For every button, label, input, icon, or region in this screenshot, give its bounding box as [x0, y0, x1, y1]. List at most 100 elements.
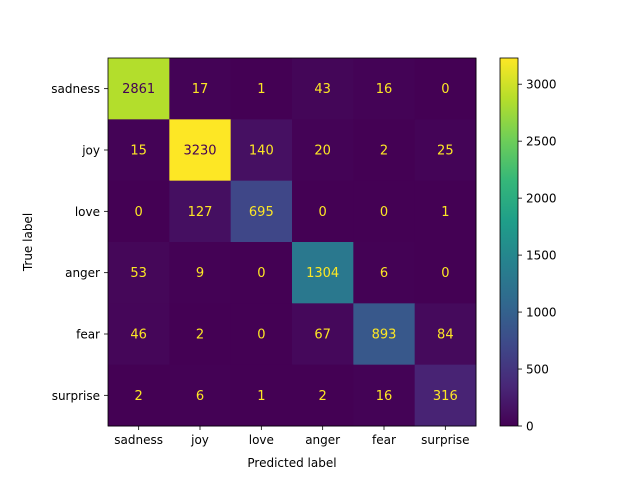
- heatmap-cell-anger-joy: [169, 242, 232, 304]
- y-tick-label-love: love: [75, 205, 100, 219]
- cell-value-love-anger: 0: [319, 205, 327, 220]
- heatmap-cell-anger-love: [230, 242, 293, 304]
- cell-value-anger-joy: 9: [196, 266, 204, 281]
- heatmap-cell-anger-sadness: [108, 242, 170, 304]
- y-tick-label-fear: fear: [76, 328, 100, 342]
- cell-value-surprise-joy: 6: [196, 389, 204, 404]
- heatmap-cell-fear-love: [230, 303, 293, 366]
- x-tick-label-surprise: surprise: [421, 433, 469, 447]
- colorbar-frame: [499, 57, 519, 427]
- heatmap-cell-love-love: [230, 180, 293, 243]
- heatmap-cell-love-fear: [353, 180, 416, 243]
- colorbar-tick-label-2500: 2500: [526, 135, 557, 149]
- cell-value-love-joy: 127: [188, 205, 213, 220]
- cell-value-anger-anger: 1304: [306, 266, 339, 281]
- cell-value-sadness-anger: 43: [314, 82, 331, 97]
- cell-value-surprise-fear: 16: [376, 389, 393, 404]
- heatmap-cell-sadness-sadness: [108, 58, 170, 120]
- heatmap-cell-anger-surprise: [414, 242, 477, 304]
- cell-value-fear-sadness: 46: [130, 328, 147, 343]
- cell-value-surprise-love: 1: [257, 389, 265, 404]
- heatmap-cell-fear-surprise: [414, 303, 477, 366]
- cell-value-anger-surprise: 0: [441, 266, 449, 281]
- cell-value-anger-sadness: 53: [130, 266, 147, 281]
- cell-value-anger-fear: 6: [380, 266, 388, 281]
- cell-value-love-fear: 0: [380, 205, 388, 220]
- heatmap-cell-joy-sadness: [108, 119, 170, 182]
- heatmap-cell-fear-joy: [169, 303, 232, 366]
- heatmap-cell-love-sadness: [108, 180, 170, 243]
- cell-value-love-sadness: 0: [135, 205, 143, 220]
- cell-value-love-love: 695: [249, 205, 274, 220]
- cell-value-joy-love: 140: [249, 144, 274, 159]
- heatmap-cell-love-surprise: [414, 180, 477, 243]
- heatmap-cell-sadness-fear: [353, 58, 416, 120]
- colorbar-tick-label-3000: 3000: [526, 78, 557, 92]
- heatmap-cell-anger-anger: [292, 242, 354, 304]
- cell-value-surprise-sadness: 2: [135, 389, 143, 404]
- cell-value-joy-joy: 3230: [183, 144, 216, 159]
- y-axis-ticks: sadness joy love anger fear surprise: [51, 82, 108, 403]
- cell-value-joy-anger: 20: [314, 144, 331, 159]
- heatmap-cell-surprise-joy: [169, 364, 232, 427]
- x-tick-label-sadness: sadness: [114, 433, 163, 447]
- heatmap-cell-anger-fear: [353, 242, 416, 304]
- heatmap-cell-fear-anger: [292, 303, 354, 366]
- y-tick-label-anger: anger: [65, 266, 100, 280]
- colorbar: [500, 58, 518, 426]
- x-tick-label-anger: anger: [305, 433, 340, 447]
- colorbar-tick-label-0: 0: [526, 420, 534, 434]
- cell-value-love-surprise: 1: [441, 205, 449, 220]
- x-axis-ticks: sadness joy love anger fear surprise: [114, 426, 469, 447]
- x-tick-label-joy: joy: [190, 433, 209, 447]
- cell-value-fear-love: 0: [257, 328, 265, 343]
- cell-value-sadness-love: 1: [257, 82, 265, 97]
- colorbar-tick-label-1000: 1000: [526, 306, 557, 320]
- cell-value-sadness-joy: 17: [192, 82, 209, 97]
- heatmap-cell-joy-love: [230, 119, 293, 182]
- heatmap-cell-surprise-love: [230, 364, 293, 427]
- cell-value-fear-anger: 67: [314, 328, 331, 343]
- heatmap-cell-joy-joy: [169, 119, 232, 182]
- heatmap-cell-joy-fear: [353, 119, 416, 182]
- cell-value-fear-joy: 2: [196, 328, 204, 343]
- colorbar-tick-label-500: 500: [526, 363, 549, 377]
- cell-value-surprise-surprise: 316: [433, 389, 458, 404]
- cell-value-surprise-anger: 2: [319, 389, 327, 404]
- heatmap-cell-love-joy: [169, 180, 232, 243]
- cell-value-joy-fear: 2: [380, 144, 388, 159]
- heatmap-cell-fear-sadness: [108, 303, 170, 366]
- colorbar-tick-label-2000: 2000: [526, 192, 557, 206]
- cell-value-fear-surprise: 84: [437, 328, 454, 343]
- heatmap-cell-surprise-fear: [353, 364, 416, 427]
- heatmap-cell-joy-surprise: [414, 119, 477, 182]
- heatmap-cell-sadness-love: [230, 58, 293, 120]
- x-tick-label-love: love: [249, 433, 274, 447]
- cell-value-anger-love: 0: [257, 266, 265, 281]
- cell-value-joy-surprise: 25: [437, 144, 454, 159]
- cell-value-sadness-fear: 16: [376, 82, 393, 97]
- x-axis-label: Predicted label: [247, 456, 336, 470]
- heatmap-cell-sadness-surprise: [414, 58, 477, 120]
- heatmap-cell-sadness-anger: [292, 58, 354, 120]
- heatmap-cell-sadness-joy: [169, 58, 232, 120]
- heatmap-cell-love-anger: [292, 180, 354, 243]
- cell-value-sadness-sadness: 2861: [122, 82, 155, 97]
- heatmap-cell-surprise-anger: [292, 364, 354, 427]
- colorbar-ticks: 0 500 1000 1500 2000 2500 3000: [518, 78, 557, 434]
- y-tick-label-sadness: sadness: [51, 82, 100, 96]
- y-axis-label: True label: [21, 213, 35, 272]
- colorbar-tick-label-1500: 1500: [526, 249, 557, 263]
- heatmap-cell-surprise-sadness: [108, 364, 170, 427]
- cell-annotations: 2861 17 1 43 16 015 3230 140 20 2 250 127 695 0 0 153 9 0…: [122, 82, 458, 404]
- cell-value-sadness-surprise: 0: [441, 82, 449, 97]
- cell-value-fear-fear: 893: [372, 328, 397, 343]
- heatmap-cell-fear-fear: [353, 303, 416, 366]
- y-tick-label-surprise: surprise: [52, 389, 100, 403]
- x-tick-label-fear: fear: [372, 433, 396, 447]
- plot-frame: [107, 57, 477, 427]
- heatmap-cells: [108, 58, 477, 427]
- cell-value-joy-sadness: 15: [130, 144, 147, 159]
- y-tick-label-joy: joy: [81, 144, 100, 158]
